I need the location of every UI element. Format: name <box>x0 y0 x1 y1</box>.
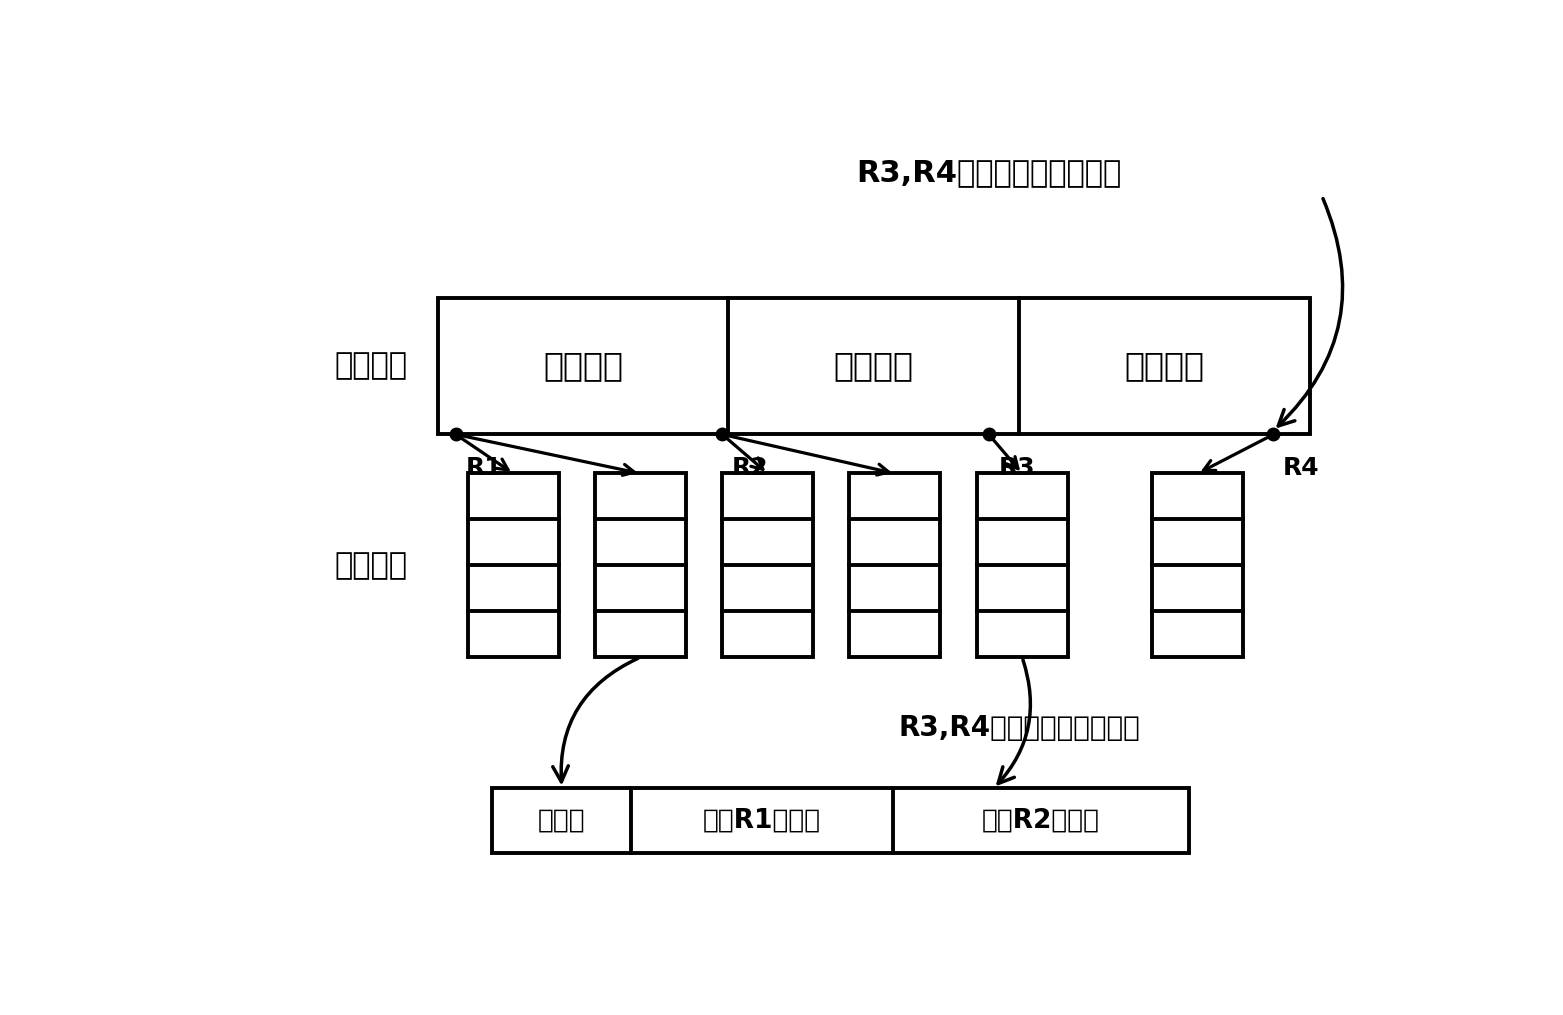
Bar <box>977 473 1068 657</box>
Bar <box>467 473 560 657</box>
Text: 点到R2的距离: 点到R2的距离 <box>982 808 1100 833</box>
Bar <box>1152 473 1243 657</box>
Text: R1: R1 <box>466 457 502 480</box>
Text: 点到R1的距离: 点到R1的距离 <box>703 808 821 833</box>
Text: 划分结构: 划分结构 <box>542 349 624 383</box>
Text: 划分结构: 划分结构 <box>833 349 914 383</box>
Text: R3: R3 <box>999 457 1035 480</box>
Bar <box>850 473 941 657</box>
Text: 叶子节点: 叶子节点 <box>334 551 408 580</box>
Text: R3,R4划分确定的右边区域: R3,R4划分确定的右边区域 <box>857 158 1121 187</box>
Bar <box>596 473 686 657</box>
Text: R2: R2 <box>731 457 769 480</box>
Bar <box>492 789 1188 853</box>
Text: 划分结构: 划分结构 <box>1124 349 1205 383</box>
Bar <box>438 297 1310 434</box>
Text: 内部节点: 内部节点 <box>334 351 408 381</box>
Text: 点数据: 点数据 <box>538 808 586 833</box>
Text: R3,R4划分确定的左边区域: R3,R4划分确定的左边区域 <box>899 714 1139 742</box>
Text: R4: R4 <box>1283 457 1319 480</box>
Bar <box>722 473 813 657</box>
